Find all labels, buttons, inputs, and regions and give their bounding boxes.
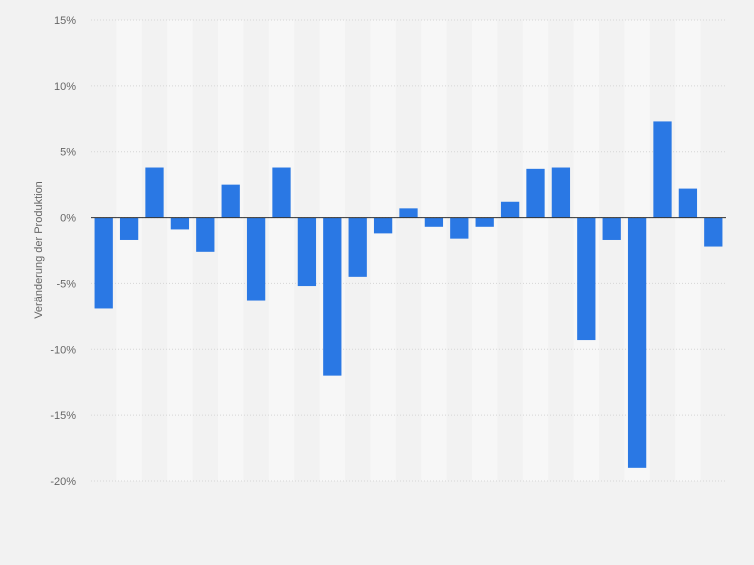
bar[interactable] — [653, 121, 672, 218]
y-tick-label: -20% — [50, 476, 76, 488]
bar[interactable] — [526, 168, 545, 218]
y-tick-label: 5% — [60, 147, 76, 159]
bar[interactable] — [678, 188, 698, 218]
bar[interactable] — [145, 167, 164, 218]
bar[interactable] — [246, 217, 266, 301]
plot-band — [116, 20, 142, 481]
plot-band — [522, 20, 549, 481]
bar[interactable] — [272, 167, 291, 218]
y-tick-label: 0% — [60, 213, 76, 225]
plot-band — [472, 20, 498, 481]
plot-band — [675, 20, 701, 481]
y-tick-label: -15% — [50, 410, 76, 422]
y-tick-label: 15% — [54, 15, 76, 27]
plot-band — [167, 20, 193, 481]
plot-band — [370, 20, 396, 481]
y-tick-label: -10% — [50, 344, 76, 356]
plot-band — [218, 20, 244, 481]
bars — [94, 121, 723, 468]
bar[interactable] — [170, 217, 190, 230]
bar[interactable] — [221, 184, 240, 218]
bar[interactable] — [94, 217, 113, 309]
bar[interactable] — [424, 217, 444, 227]
bar[interactable] — [323, 217, 342, 376]
bar[interactable] — [196, 217, 215, 252]
bar[interactable] — [627, 217, 647, 468]
bar[interactable] — [399, 208, 418, 218]
plot-band — [268, 20, 295, 481]
bar[interactable] — [450, 217, 469, 239]
bar[interactable] — [297, 217, 317, 287]
y-axis-label: Veränderung der Produktion — [33, 181, 45, 319]
y-axis-tick-labels: 15% 10% 5% 0% -5% -10% -15% -20% — [50, 15, 76, 488]
bar[interactable] — [119, 217, 139, 240]
y-tick-label: 10% — [54, 81, 76, 93]
bar[interactable] — [704, 217, 723, 247]
y-tick-label: -5% — [56, 278, 76, 290]
bar[interactable] — [551, 167, 571, 218]
bar[interactable] — [475, 217, 494, 227]
bar[interactable] — [577, 217, 596, 341]
bar[interactable] — [602, 217, 621, 240]
bar[interactable] — [500, 201, 520, 218]
bar[interactable] — [348, 217, 367, 277]
plot-band — [421, 20, 447, 481]
bar[interactable] — [373, 217, 393, 234]
